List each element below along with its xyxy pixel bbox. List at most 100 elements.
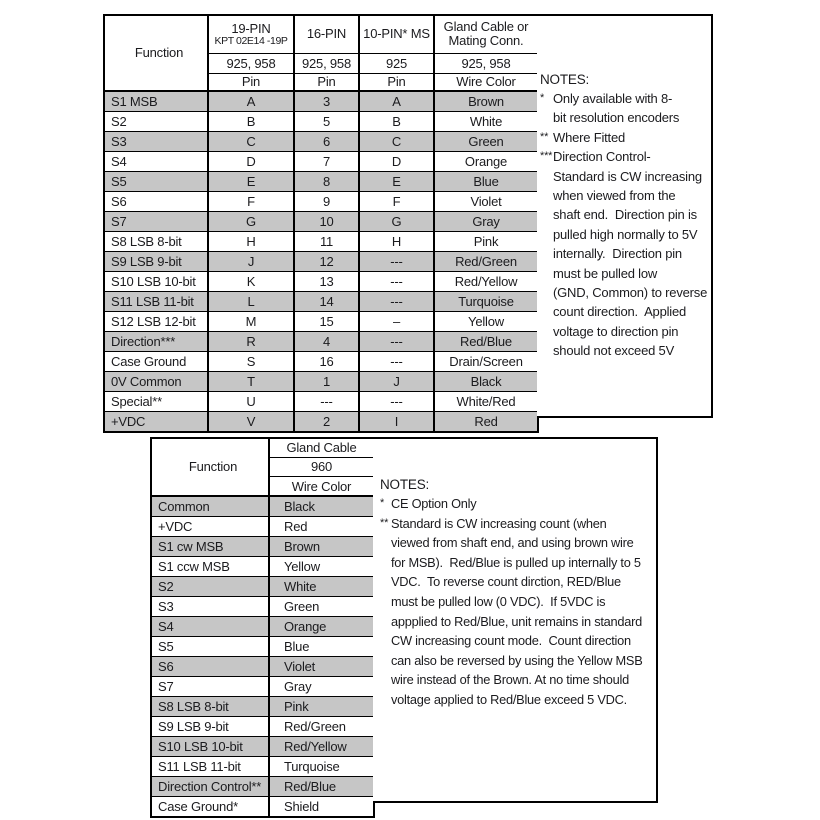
note-item: ** Where Fitted <box>540 128 711 147</box>
unit-cell: Wire Color <box>268 476 375 498</box>
wire-color-cell: White <box>433 111 539 132</box>
function-column-header: Function <box>150 437 270 497</box>
function-cell: S5 <box>103 171 209 192</box>
wire-color-cell: Red/Green <box>268 715 375 737</box>
wire-color-cell: Orange <box>433 151 539 172</box>
note-text: Where Fitted <box>553 129 626 145</box>
table-row: S8 LSB 8-bit Pink <box>150 695 375 717</box>
note-text: CE Option Only <box>391 496 477 511</box>
note-marker: *** <box>540 150 553 163</box>
table-row: S10 LSB 10-bit K 13 --- Red/Yellow <box>103 271 539 292</box>
pin-19-cell: M <box>207 311 295 332</box>
table-row: S1 cw MSB Brown <box>150 535 375 557</box>
function-cell: Special** <box>103 391 209 412</box>
pin-19-cell: E <box>207 171 295 192</box>
wire-color-cell: Yellow <box>268 555 375 577</box>
table-row: S1 MSB A 3 A Brown <box>103 90 539 112</box>
pin-table-header: Function 19-PIN KPT 02E14 -19P 16-PIN 10… <box>103 14 539 92</box>
table-row: S11 LSB 11-bit Turquoise <box>150 755 375 777</box>
table-row: S8 LSB 8-bit H 11 H Pink <box>103 231 539 252</box>
function-cell: S4 <box>150 615 270 637</box>
function-cell: S8 LSB 8-bit <box>103 231 209 252</box>
notes-panel-bottom: NOTES: * CE Option Only ** Standard is CW i… <box>373 437 658 803</box>
pin-16-cell: 15 <box>293 311 360 332</box>
wire-color-cell: Violet <box>433 191 539 212</box>
function-cell: S3 <box>150 595 270 617</box>
pin-16-cell: 3 <box>293 90 360 112</box>
pin-19-cell: S <box>207 351 295 372</box>
wire-color-cell: White/Red <box>433 391 539 412</box>
pin-19-cell: T <box>207 371 295 392</box>
pin-10-cell: --- <box>358 331 435 352</box>
pin-16-cell: 13 <box>293 271 360 292</box>
table-row: S4 D 7 D Orange <box>103 151 539 172</box>
unit-cell: Pin <box>207 72 295 92</box>
function-cell: +VDC <box>103 411 209 433</box>
wire-color-cell: Blue <box>268 635 375 657</box>
notes-title: NOTES: <box>380 477 430 492</box>
table-row: S9 LSB 9-bit J 12 --- Red/Green <box>103 251 539 272</box>
series-cell: 925, 958 <box>433 52 539 74</box>
wire-color-cell: Pink <box>433 231 539 252</box>
note-marker: ** <box>380 516 389 529</box>
function-column-header: Function <box>103 14 209 92</box>
col-header-gland-cable: Gland Cable <box>268 437 375 458</box>
function-cell: S7 <box>150 675 270 697</box>
wire-color-cell: Yellow <box>433 311 539 332</box>
wire-color-cell: Turquoise <box>268 755 375 777</box>
function-cell: S7 <box>103 211 209 232</box>
note-text: Standard is CW increasing count (when vi… <box>391 515 643 707</box>
wire-color-cell: Shield <box>268 795 375 818</box>
table-row: Case Ground S 16 --- Drain/Screen <box>103 351 539 372</box>
series-cell: 925 <box>358 52 435 74</box>
pin-16-cell: 14 <box>293 291 360 312</box>
note-item: * Only available with 8- bit resolution e… <box>540 89 711 128</box>
note-item: ** Standard is CW increasing count (when … <box>380 514 656 710</box>
gland-table-body: Common Black +VDC Red S1 cw MSB Brown S1 ccw M… <box>150 495 375 818</box>
pin-10-cell: F <box>358 191 435 212</box>
pin-19-cell: A <box>207 90 295 112</box>
wire-color-cell: Red/Blue <box>433 331 539 352</box>
table-row: S2 B 5 B White <box>103 111 539 132</box>
wire-color-cell: Turquoise <box>433 291 539 312</box>
pin-assignment-table: Function 19-PIN KPT 02E14 -19P 16-PIN 10… <box>103 14 539 433</box>
wire-color-cell: Gray <box>433 211 539 232</box>
table-row: S3 Green <box>150 595 375 617</box>
series-cell: 925, 958 <box>207 52 295 74</box>
table-row: S12 LSB 12-bit M 15– Yellow <box>103 311 539 332</box>
gland-cable-table: Function Gland Cable 960 Wire Color Comm… <box>150 437 375 818</box>
pin-table-body: S1 MSB A 3 A Brown S2 B 5 B White S3 C 6 C Green S4 D 7 D O… <box>103 90 539 433</box>
wire-color-cell: Orange <box>268 615 375 637</box>
wire-color-cell: Red/Green <box>433 251 539 272</box>
pin-10-cell: J <box>358 371 435 392</box>
table-row: S9 LSB 9-bit Red/Green <box>150 715 375 737</box>
pin-16-cell: --- <box>293 391 360 412</box>
pin-19-cell: H <box>207 231 295 252</box>
table-row: S2 White <box>150 575 375 597</box>
notes-list: * CE Option Only ** Standard is CW increasi… <box>380 494 656 710</box>
note-text: Only available with 8- bit resolution en… <box>553 91 680 126</box>
pin-10-cell: --- <box>358 351 435 372</box>
pin-19-cell: V <box>207 411 295 433</box>
table-row: Special** U --- --- White/Red <box>103 391 539 412</box>
wire-color-cell: Green <box>268 595 375 617</box>
unit-cell: Pin <box>358 72 435 92</box>
wire-color-cell: Black <box>268 495 375 517</box>
wire-color-cell: Red/Blue <box>268 775 375 797</box>
gland-table-header: Function Gland Cable 960 Wire Color <box>150 437 375 498</box>
table-row: Direction Control** Red/Blue <box>150 775 375 797</box>
function-cell: S2 <box>103 111 209 132</box>
pin-19-cell: G <box>207 211 295 232</box>
function-cell: S3 <box>103 131 209 152</box>
pin-10-cell: --- <box>358 291 435 312</box>
wire-color-cell: Red <box>268 515 375 537</box>
pin-10-cell: --- <box>358 271 435 292</box>
function-cell: S9 LSB 9-bit <box>150 715 270 737</box>
wire-color-cell: Blue <box>433 171 539 192</box>
function-cell: S5 <box>150 635 270 657</box>
pin-16-cell: 12 <box>293 251 360 272</box>
function-cell: 0V Common <box>103 371 209 392</box>
table-row: Case Ground* Shield <box>150 795 375 818</box>
pin-16-cell: 9 <box>293 191 360 212</box>
